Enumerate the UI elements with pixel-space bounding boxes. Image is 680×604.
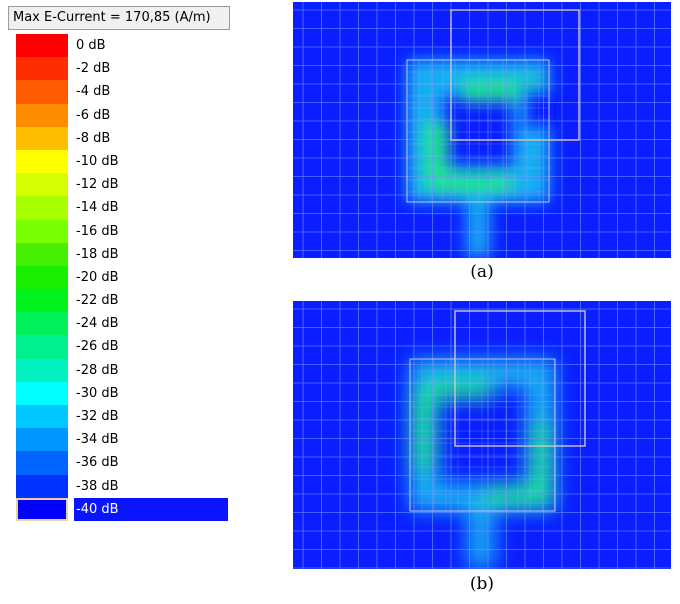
legend-swatch [16, 289, 68, 313]
current-hotspot [531, 421, 551, 491]
legend-swatch [16, 196, 68, 220]
current-hotspot [423, 379, 493, 399]
legend-row: -4 dB [8, 80, 230, 104]
legend-swatch [16, 474, 68, 498]
legend-swatch [16, 126, 68, 150]
legend-swatch [16, 381, 68, 405]
legend-swatch [16, 358, 68, 382]
legend-swatch [16, 497, 68, 521]
legend-row: -8 dB [8, 126, 230, 150]
legend-row: -12 dB [8, 173, 230, 197]
feed-current [467, 511, 495, 569]
legend-label: -38 dB [76, 478, 119, 494]
loop-mesh [406, 59, 549, 202]
legend-swatch [16, 451, 68, 475]
legend-list: 0 dB -2 dB -4 dB -6 dB -8 dB -10 dB -12 dB -14 … [8, 34, 230, 521]
legend-row: -10 dB [8, 149, 230, 174]
legend-swatch [16, 80, 68, 104]
legend-title: Max E-Current = 170,85 (A/m) [8, 6, 230, 30]
current-hotspot [413, 391, 435, 471]
legend-swatch [16, 405, 68, 429]
legend-label: -20 dB [76, 269, 119, 285]
parasitic-patch-outline [454, 310, 586, 447]
loop-gap [521, 87, 553, 132]
legend-label: -24 dB [76, 316, 119, 332]
legend-label: -28 dB [76, 362, 119, 378]
legend-row: -24 dB [8, 312, 230, 336]
current-hotspot [443, 172, 513, 194]
legend-row: -2 dB [8, 57, 230, 81]
legend-swatch [16, 335, 68, 359]
legend-label: -36 dB [76, 455, 119, 471]
legend-row: -18 dB [8, 242, 230, 266]
legend-label: -32 dB [76, 409, 119, 424]
mesh-grid [293, 2, 671, 258]
legend-label: -4 dB [76, 84, 111, 100]
legend-row: -20 dB [8, 265, 230, 290]
legend-row: -40 dB [8, 497, 230, 521]
legend-label: -34 dB [76, 432, 119, 448]
legend-row: -30 dB [8, 381, 230, 405]
legend-row: -28 dB [8, 358, 230, 382]
legend-row: 0 dB [8, 34, 230, 58]
legend-label: -22 dB [76, 293, 119, 309]
legend-label: -26 dB [76, 339, 119, 355]
legend-label: -14 dB [76, 200, 119, 216]
panel-b-caption: (b) [469, 574, 495, 594]
legend-row: -6 dB [8, 103, 230, 127]
legend-swatch [16, 312, 68, 336]
legend-swatch [16, 149, 68, 174]
legend-row: -16 dB [8, 219, 230, 243]
legend-swatch [16, 34, 68, 58]
legend-label: -2 dB [76, 61, 111, 77]
legend-row: -34 dB [8, 428, 230, 452]
legend-label: -6 dB [76, 107, 111, 123]
legend-swatch [16, 242, 68, 266]
legend-swatch [16, 265, 68, 290]
feed-current [466, 202, 490, 258]
legend-label: -8 dB [76, 130, 111, 146]
color-scale-legend: Max E-Current = 170,85 (A/m) 0 dB -2 dB -4… [8, 6, 230, 521]
legend-label: -16 dB [76, 223, 119, 239]
legend-row: -36 dB [8, 451, 230, 475]
legend-row: -38 dB [8, 474, 230, 498]
legend-label: 0 dB [76, 38, 106, 53]
legend-label: -30 dB [76, 385, 119, 401]
legend-swatch [16, 219, 68, 243]
legend-swatch [16, 428, 68, 452]
legend-row: -32 dB [8, 405, 230, 429]
legend-label: -12 dB [76, 177, 119, 193]
legend-swatch [16, 57, 68, 81]
legend-row: -22 dB [8, 289, 230, 313]
panel-a-caption: (a) [470, 262, 494, 282]
loop-mesh [409, 358, 555, 511]
legend-swatch [16, 103, 68, 127]
legend-row: -26 dB [8, 335, 230, 359]
current-hotspot [483, 486, 553, 506]
parasitic-patch-outline [450, 9, 580, 141]
current-glow [407, 60, 553, 258]
legend-swatch [16, 173, 68, 197]
mesh-grid [293, 301, 671, 569]
loop-outline [406, 59, 550, 203]
current-distribution-panel-a [293, 2, 671, 258]
legend-label: -40 dB [74, 497, 228, 521]
legend-label: -18 dB [76, 246, 119, 262]
legend-row: -14 dB [8, 196, 230, 220]
loop-outline [409, 358, 556, 512]
current-distribution-panel-b [293, 301, 671, 569]
legend-label: -10 dB [76, 153, 119, 169]
